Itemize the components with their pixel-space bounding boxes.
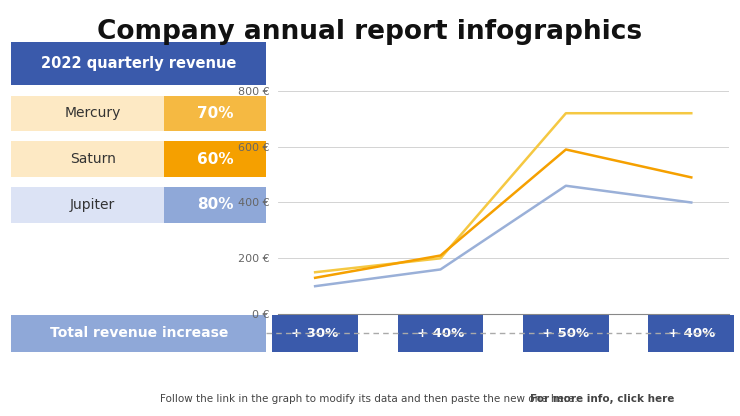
- Text: Jupiter: Jupiter: [70, 198, 115, 212]
- Text: Mercury: Mercury: [64, 106, 121, 120]
- Text: Follow the link in the graph to modify its data and then paste the new one here.: Follow the link in the graph to modify i…: [160, 394, 580, 404]
- Text: 80%: 80%: [197, 197, 234, 213]
- Text: For more info, click here: For more info, click here: [530, 394, 674, 404]
- Text: 60%: 60%: [197, 151, 234, 167]
- Text: + 40%: + 40%: [417, 327, 464, 340]
- Text: + 50%: + 50%: [542, 327, 590, 340]
- Text: Total revenue increase: Total revenue increase: [50, 326, 228, 340]
- Text: Saturn: Saturn: [70, 152, 115, 166]
- Text: 2022 quarterly revenue: 2022 quarterly revenue: [41, 56, 237, 71]
- Text: + 30%: + 30%: [292, 327, 339, 340]
- Text: 70%: 70%: [197, 106, 234, 121]
- Text: Company annual report infographics: Company annual report infographics: [98, 19, 642, 45]
- Text: + 40%: + 40%: [667, 327, 715, 340]
